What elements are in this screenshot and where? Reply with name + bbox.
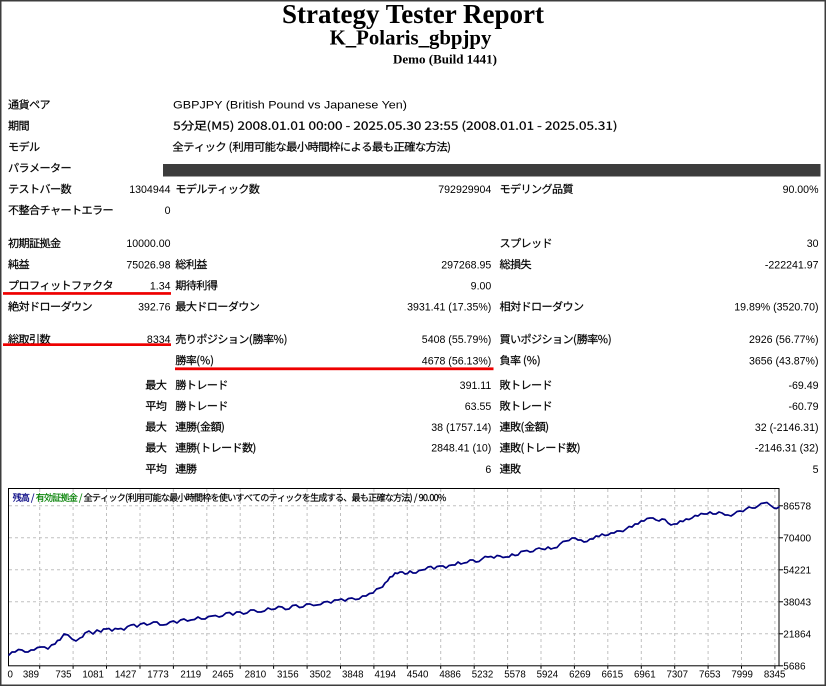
svg-text:4540: 4540 (407, 670, 429, 681)
svg-text:735: 735 (55, 670, 71, 681)
svg-text:2119: 2119 (180, 670, 201, 681)
svg-text:5: 5 (813, 464, 819, 476)
svg-text:GBPJPY (British Pound vs Japan: GBPJPY (British Pound vs Japanese Yen) (173, 100, 407, 112)
svg-text:2810: 2810 (245, 670, 267, 681)
svg-text:30: 30 (807, 238, 819, 250)
svg-text:70400: 70400 (783, 533, 811, 544)
svg-text:5232: 5232 (472, 670, 494, 681)
svg-text:4194: 4194 (374, 670, 396, 681)
svg-text:-69.49: -69.49 (788, 380, 818, 392)
svg-text:2465: 2465 (212, 670, 234, 681)
svg-text:6: 6 (485, 464, 491, 476)
svg-text:75026.98: 75026.98 (126, 259, 170, 271)
svg-text:392.76: 392.76 (138, 302, 171, 314)
svg-text:389: 389 (23, 670, 39, 681)
svg-text:21864: 21864 (783, 629, 811, 640)
svg-text:2848.41 (10): 2848.41 (10) (431, 443, 491, 455)
svg-text:3931.41 (17.35%): 3931.41 (17.35%) (407, 302, 491, 314)
svg-text:2926 (56.77%): 2926 (56.77%) (749, 334, 819, 346)
svg-text:7307: 7307 (666, 670, 688, 681)
svg-text:4678 (56.13%): 4678 (56.13%) (422, 355, 492, 367)
svg-text:86578: 86578 (783, 501, 811, 512)
svg-text:792929904: 792929904 (438, 184, 491, 196)
svg-text:8334: 8334 (147, 334, 171, 346)
svg-text:1304944: 1304944 (129, 184, 170, 196)
svg-text:-60.79: -60.79 (788, 401, 818, 413)
svg-text:5578: 5578 (504, 670, 526, 681)
svg-text:3848: 3848 (342, 670, 364, 681)
svg-text:3156: 3156 (277, 670, 299, 681)
svg-text:6961: 6961 (634, 670, 656, 681)
svg-text:0: 0 (8, 670, 14, 681)
svg-text:9.00: 9.00 (471, 280, 492, 292)
svg-text:6615: 6615 (602, 670, 624, 681)
svg-text:K_Polaris_gbpjpy: K_Polaris_gbpjpy (330, 27, 492, 50)
svg-text:32 (-2146.31): 32 (-2146.31) (755, 422, 819, 434)
svg-text:5408 (55.79%): 5408 (55.79%) (422, 334, 492, 346)
svg-text:4886: 4886 (439, 670, 461, 681)
svg-text:297268.95: 297268.95 (441, 259, 491, 271)
svg-text:-2146.31 (32): -2146.31 (32) (755, 443, 819, 455)
svg-text:38 (1757.14): 38 (1757.14) (431, 422, 491, 434)
svg-text:1081: 1081 (82, 670, 104, 681)
svg-text:1773: 1773 (147, 670, 169, 681)
svg-text:5686: 5686 (783, 661, 806, 672)
svg-text:-222241.97: -222241.97 (765, 259, 819, 271)
svg-text:8345: 8345 (764, 670, 786, 681)
svg-text:1.34: 1.34 (150, 280, 171, 292)
svg-text:3502: 3502 (310, 670, 332, 681)
svg-text:7999: 7999 (731, 670, 753, 681)
svg-text:7653: 7653 (699, 670, 721, 681)
svg-text:0: 0 (165, 205, 171, 217)
svg-text:90.00%: 90.00% (783, 184, 820, 196)
svg-text:Demo (Build 1441): Demo (Build 1441) (393, 51, 497, 66)
svg-text:6269: 6269 (569, 670, 591, 681)
svg-text:19.89% (3520.70): 19.89% (3520.70) (734, 302, 818, 314)
svg-text:38043: 38043 (783, 597, 811, 608)
svg-text:1427: 1427 (115, 670, 137, 681)
svg-text:391.11: 391.11 (460, 380, 492, 392)
svg-text:Strategy Tester Report: Strategy Tester Report (282, 0, 544, 29)
svg-text:3656 (43.87%): 3656 (43.87%) (749, 355, 819, 367)
svg-text:63.55: 63.55 (465, 401, 492, 413)
svg-text:10000.00: 10000.00 (126, 238, 170, 250)
svg-text:54221: 54221 (783, 565, 811, 576)
svg-text:5924: 5924 (537, 670, 559, 681)
